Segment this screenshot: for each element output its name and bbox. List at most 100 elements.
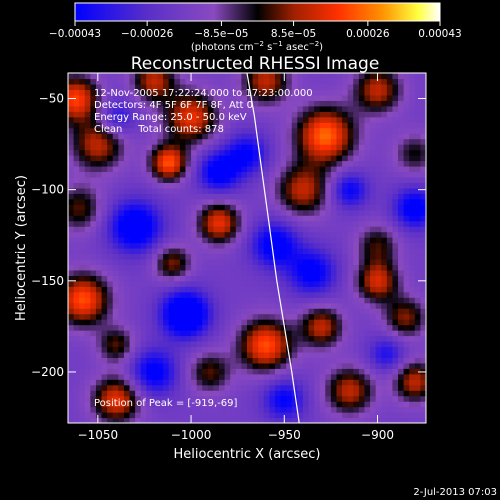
heatmap-cell <box>202 308 209 315</box>
heatmap-cell <box>330 220 338 227</box>
heatmap-cell <box>258 286 265 293</box>
heatmap-cell <box>274 362 282 369</box>
heatmap-cell <box>157 346 164 353</box>
heatmap-cell <box>241 324 248 331</box>
heatmap-cell <box>336 346 343 353</box>
heatmap-cell <box>140 133 147 140</box>
heatmap-cell <box>241 351 248 358</box>
heatmap-cell <box>157 100 164 107</box>
heatmap-cell <box>196 291 203 298</box>
heatmap-cell <box>274 182 282 189</box>
annotation-time-range: 12-Nov-2005 17:22:24.000 to 17:23:00.000 <box>94 88 313 99</box>
heatmap-cell <box>179 89 187 96</box>
heatmap-cell <box>392 144 399 151</box>
heatmap-cell <box>112 127 119 134</box>
heatmap-cell <box>202 204 209 211</box>
heatmap-cell <box>364 406 371 413</box>
heatmap-cell <box>101 417 108 423</box>
heatmap-cell <box>185 335 192 342</box>
heatmap-cell <box>392 406 399 413</box>
heatmap-cell <box>196 187 203 194</box>
heatmap-cell <box>386 116 394 123</box>
heatmap-cell <box>129 231 136 238</box>
heatmap-cell <box>392 313 399 320</box>
heatmap-cell <box>79 78 86 85</box>
heatmap-cell <box>409 330 416 337</box>
heatmap-cell <box>291 149 298 156</box>
heatmap-cell <box>207 89 215 96</box>
heatmap-cell <box>291 78 298 85</box>
heatmap-cell <box>146 417 153 423</box>
heatmap-cell <box>202 384 209 391</box>
heatmap-cell <box>219 127 226 134</box>
heatmap-cell <box>146 286 153 293</box>
heatmap-cell <box>364 160 371 167</box>
heatmap-cell <box>84 313 91 320</box>
heatmap-cell <box>342 122 349 129</box>
heatmap-cell <box>364 149 371 156</box>
heatmap-cell <box>247 258 254 266</box>
heatmap-cell <box>358 395 366 402</box>
heatmap-cell <box>263 111 270 118</box>
heatmap-cell <box>347 253 354 260</box>
heatmap-cell <box>73 395 80 402</box>
heatmap-cell <box>129 226 136 233</box>
heatmap-cell <box>101 275 108 282</box>
heatmap-cell <box>274 368 282 375</box>
heatmap-cell <box>157 406 164 413</box>
heatmap-cell <box>163 73 170 80</box>
heatmap-cell <box>263 264 270 271</box>
heatmap-cell <box>174 176 181 183</box>
heatmap-cell <box>336 89 343 96</box>
heatmap-cell <box>241 308 248 315</box>
heatmap-cell <box>330 116 338 123</box>
heatmap-cell <box>112 187 119 194</box>
heatmap-cell <box>235 291 242 298</box>
heatmap-cell <box>274 111 282 118</box>
heatmap-cell <box>381 362 388 369</box>
heatmap-cell <box>403 324 410 331</box>
heatmap-cell <box>196 395 203 402</box>
heatmap-cell <box>370 313 377 320</box>
heatmap-cell <box>146 395 153 402</box>
heatmap-cell <box>403 330 410 337</box>
heatmap-cell <box>213 209 220 216</box>
heatmap-cell <box>146 258 153 266</box>
heatmap-cell <box>274 165 282 173</box>
heatmap-cell <box>269 94 276 101</box>
heatmap-cell <box>280 111 287 118</box>
heatmap-cell <box>219 94 226 101</box>
heatmap-cell <box>398 319 405 326</box>
heatmap-cell <box>68 155 75 162</box>
heatmap-cell <box>353 368 360 375</box>
heatmap-cell <box>386 83 394 91</box>
heatmap-cell <box>308 94 315 101</box>
heatmap-cell <box>196 264 203 271</box>
heatmap-cell <box>207 291 215 298</box>
heatmap-cell <box>274 78 282 85</box>
heatmap-cell <box>163 253 170 260</box>
heatmap-cell <box>280 94 287 101</box>
heatmap-cell <box>112 269 119 276</box>
heatmap-cell <box>163 144 170 151</box>
heatmap-cell <box>135 89 142 96</box>
heatmap-cell <box>269 406 276 413</box>
heatmap-cell <box>314 395 321 402</box>
heatmap-cell <box>297 89 304 96</box>
heatmap-cell <box>235 176 242 183</box>
heatmap-cell <box>336 171 343 178</box>
heatmap-cell <box>286 144 293 151</box>
heatmap-cell <box>386 280 394 287</box>
heatmap-cell <box>112 368 119 375</box>
heatmap-cell <box>420 357 426 364</box>
heatmap-cell <box>386 275 394 282</box>
heatmap-cell <box>336 395 343 402</box>
heatmap-cell <box>101 340 108 348</box>
heatmap-cell <box>202 340 209 348</box>
heatmap-cell <box>90 324 97 331</box>
heatmap-cell <box>263 401 270 408</box>
heatmap-cell <box>185 165 192 173</box>
heatmap-cell <box>409 258 416 266</box>
heatmap-cell <box>185 280 192 287</box>
heatmap-cell <box>179 204 187 211</box>
